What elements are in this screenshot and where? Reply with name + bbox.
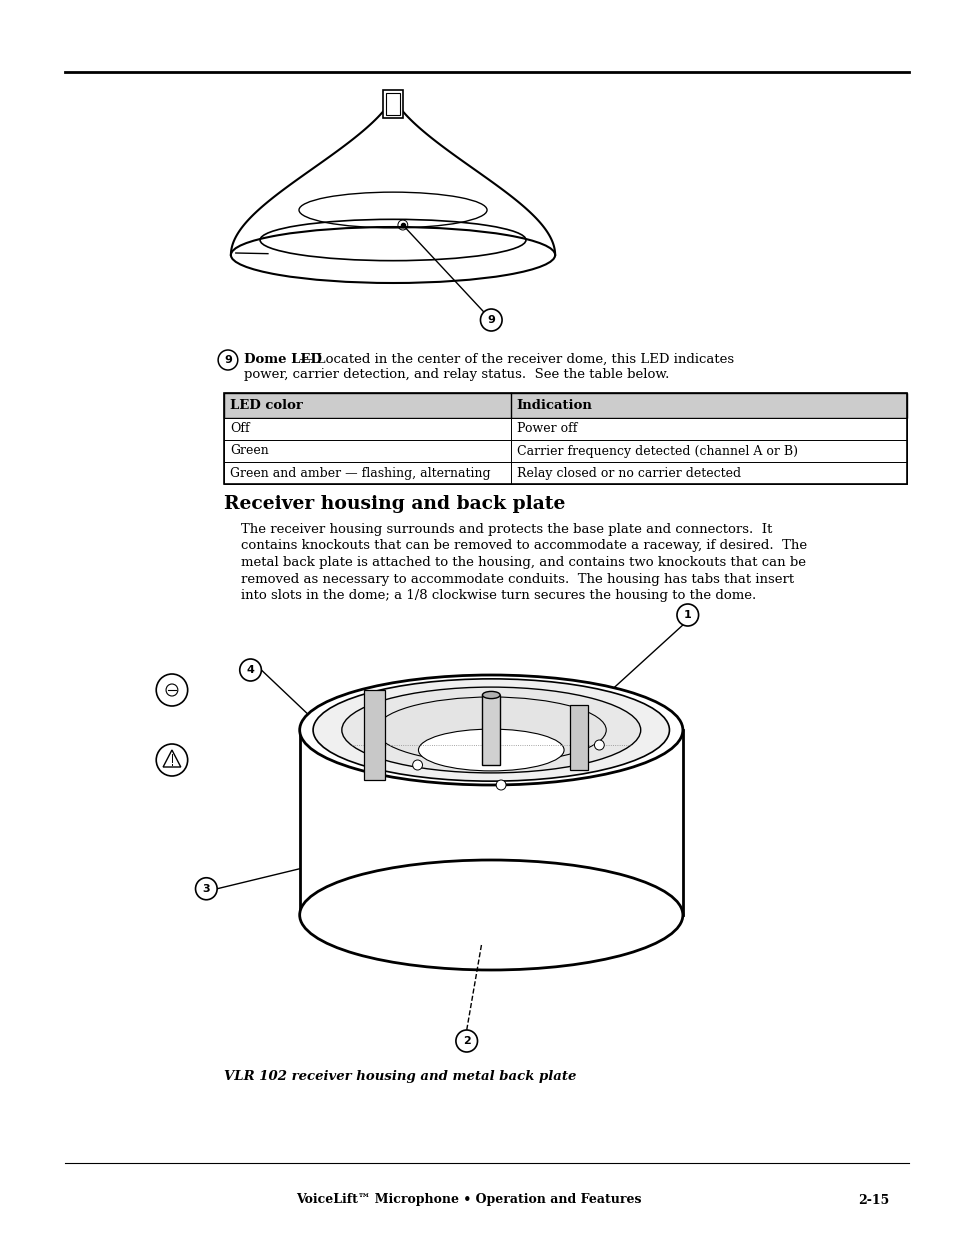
Text: Off: Off [230, 422, 250, 436]
Circle shape [496, 781, 505, 790]
Text: into slots in the dome; a 1/8 clockwise turn secures the housing to the dome.: into slots in the dome; a 1/8 clockwise … [240, 589, 755, 601]
Text: Receiver housing and back plate: Receiver housing and back plate [224, 495, 565, 513]
Text: Carrier frequency detected (channel A or B): Carrier frequency detected (channel A or… [517, 445, 797, 457]
Ellipse shape [341, 687, 640, 773]
Text: contains knockouts that can be removed to accommodate a raceway, if desired.  Th: contains knockouts that can be removed t… [240, 540, 806, 552]
Text: The receiver housing surrounds and protects the base plate and connectors.  It: The receiver housing surrounds and prote… [240, 522, 771, 536]
Text: 1: 1 [683, 610, 691, 620]
Circle shape [456, 1030, 477, 1052]
Circle shape [677, 604, 698, 626]
Text: LED color: LED color [230, 399, 302, 412]
Text: 9: 9 [487, 315, 495, 325]
Ellipse shape [299, 676, 682, 785]
Text: VoiceLift™ Microphone • Operation and Features: VoiceLift™ Microphone • Operation and Fe… [295, 1193, 640, 1207]
FancyBboxPatch shape [224, 393, 906, 417]
Ellipse shape [418, 729, 563, 771]
Text: VLR 102 receiver housing and metal back plate: VLR 102 receiver housing and metal back … [224, 1070, 576, 1083]
Text: Relay closed or no carrier detected: Relay closed or no carrier detected [517, 467, 740, 479]
FancyBboxPatch shape [224, 462, 906, 484]
FancyBboxPatch shape [383, 90, 402, 119]
Text: 2-15: 2-15 [857, 1193, 888, 1207]
Text: removed as necessary to accommodate conduits.  The housing has tabs that insert: removed as necessary to accommodate cond… [240, 573, 793, 585]
FancyBboxPatch shape [386, 93, 399, 115]
Circle shape [239, 659, 261, 680]
Ellipse shape [482, 692, 499, 699]
Text: metal back plate is attached to the housing, and contains two knockouts that can: metal back plate is attached to the hous… [240, 556, 805, 569]
Circle shape [195, 878, 217, 900]
FancyBboxPatch shape [569, 705, 587, 769]
Text: 9: 9 [224, 354, 232, 366]
Ellipse shape [299, 860, 682, 969]
Text: — Located in the center of the receiver dome, this LED indicates: — Located in the center of the receiver … [294, 353, 733, 366]
Text: 3: 3 [202, 884, 210, 894]
Text: 4: 4 [247, 664, 254, 676]
Circle shape [480, 309, 501, 331]
Text: Green: Green [230, 445, 269, 457]
Circle shape [413, 760, 422, 769]
Text: 2: 2 [462, 1036, 470, 1046]
FancyBboxPatch shape [224, 440, 906, 462]
Text: Green and amber — flashing, alternating: Green and amber — flashing, alternating [230, 467, 490, 479]
Ellipse shape [375, 697, 605, 763]
FancyBboxPatch shape [363, 690, 385, 781]
Ellipse shape [313, 679, 669, 782]
Circle shape [594, 740, 603, 750]
Text: power, carrier detection, and relay status.  See the table below.: power, carrier detection, and relay stat… [243, 368, 668, 382]
FancyBboxPatch shape [224, 417, 906, 440]
Text: Indication: Indication [517, 399, 592, 412]
Text: Dome LED: Dome LED [243, 353, 321, 366]
FancyBboxPatch shape [482, 695, 499, 764]
Text: Power off: Power off [517, 422, 577, 436]
